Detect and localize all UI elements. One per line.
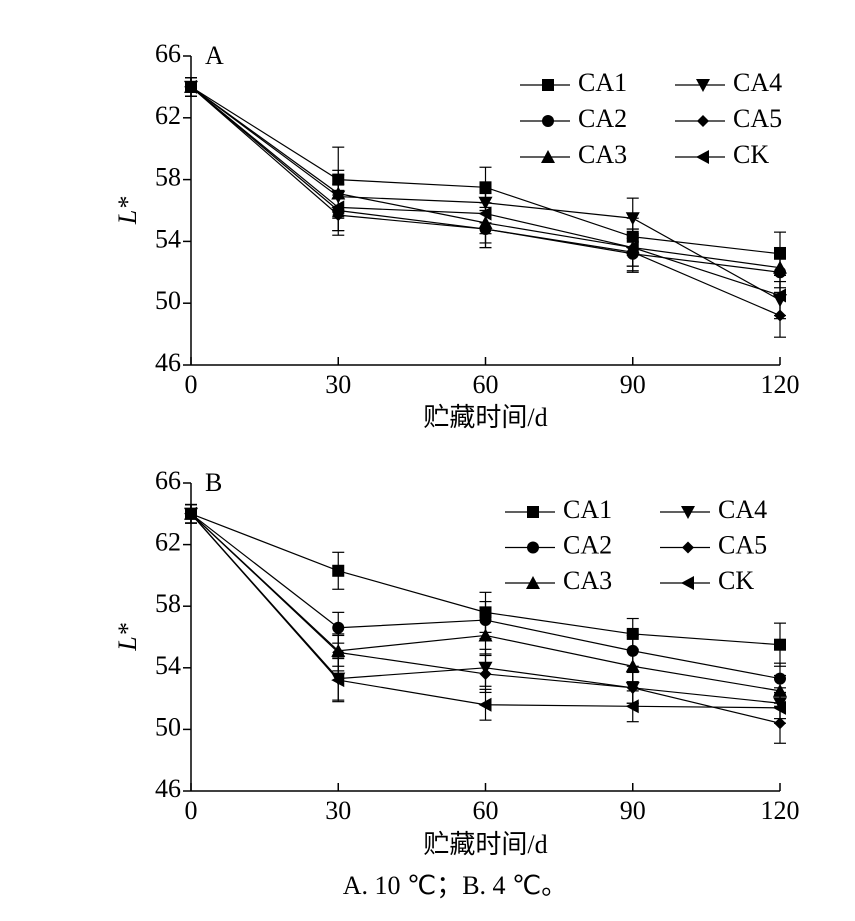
data-point	[184, 79, 197, 94]
x-tick-label: 30	[325, 370, 351, 399]
y-tick-label: 62	[155, 101, 181, 130]
legend-marker	[542, 79, 554, 91]
legend-label: CA2	[578, 104, 627, 133]
caption: A. 10 ℃；B. 4 ℃。	[343, 871, 568, 900]
x-tick-label: 0	[185, 796, 198, 825]
y-tick-label: 62	[155, 528, 181, 557]
data-point	[625, 240, 639, 255]
legend-marker	[527, 506, 539, 518]
y-tick-label: 66	[155, 466, 181, 495]
legend-label: CA5	[733, 104, 782, 133]
x-tick-label: 0	[185, 370, 198, 399]
data-point	[625, 659, 640, 673]
panel-label: B	[205, 468, 222, 497]
data-point	[332, 621, 345, 634]
data-point	[479, 667, 492, 680]
x-tick-label: 90	[620, 796, 646, 825]
legend-label: CK	[718, 566, 754, 595]
legend-label: CK	[733, 140, 769, 169]
x-tick-label: 60	[473, 796, 499, 825]
x-tick-label: 90	[620, 370, 646, 399]
legend-marker	[541, 150, 555, 163]
data-point	[625, 212, 640, 226]
legend-label: CA5	[718, 530, 767, 559]
legend-label: CA3	[563, 566, 612, 595]
legend-marker	[526, 576, 540, 589]
legend-label: CA4	[733, 68, 782, 97]
data-point	[774, 638, 786, 651]
y-tick-label: 50	[155, 712, 181, 741]
legend-marker	[696, 150, 709, 164]
data-point	[625, 699, 639, 714]
data-point	[331, 673, 345, 688]
legend-marker	[681, 576, 694, 590]
legend-marker	[542, 115, 554, 127]
data-point	[478, 628, 493, 642]
legend-marker	[682, 541, 694, 554]
y-tick-label: 58	[155, 589, 181, 618]
data-point	[773, 260, 787, 274]
legend-marker	[527, 541, 539, 554]
legend-marker	[696, 79, 710, 92]
x-tick-label: 120	[761, 796, 800, 825]
data-point	[478, 697, 492, 712]
data-point	[773, 700, 786, 715]
legend-label: CA1	[563, 495, 612, 524]
y-axis-label: L*	[113, 197, 142, 225]
legend-label: CA1	[578, 68, 627, 97]
legend-marker	[697, 115, 709, 127]
data-point	[773, 288, 786, 303]
legend-label: CA2	[563, 530, 612, 559]
data-point	[626, 627, 639, 640]
y-tick-label: 46	[155, 774, 181, 803]
y-tick-label: 50	[155, 286, 181, 315]
y-tick-label: 54	[155, 224, 181, 253]
x-tick-label: 30	[325, 796, 351, 825]
legend-label: CA4	[718, 495, 767, 524]
panel-label: A	[205, 41, 224, 70]
data-point	[478, 206, 492, 221]
y-axis-label: L*	[113, 623, 142, 651]
x-tick-label: 120	[761, 370, 800, 399]
data-point	[331, 200, 345, 215]
x-axis-label: 贮藏时间/d	[423, 830, 547, 859]
legend-marker	[681, 506, 695, 519]
x-tick-label: 60	[473, 370, 499, 399]
data-point	[184, 506, 197, 521]
x-axis-label: 贮藏时间/d	[423, 403, 547, 432]
data-point	[332, 564, 345, 577]
data-point	[332, 646, 345, 659]
y-tick-label: 66	[155, 39, 181, 68]
legend-label: CA3	[578, 140, 627, 169]
y-tick-label: 46	[155, 348, 181, 377]
y-tick-label: 58	[155, 163, 181, 192]
y-tick-label: 54	[155, 651, 181, 680]
